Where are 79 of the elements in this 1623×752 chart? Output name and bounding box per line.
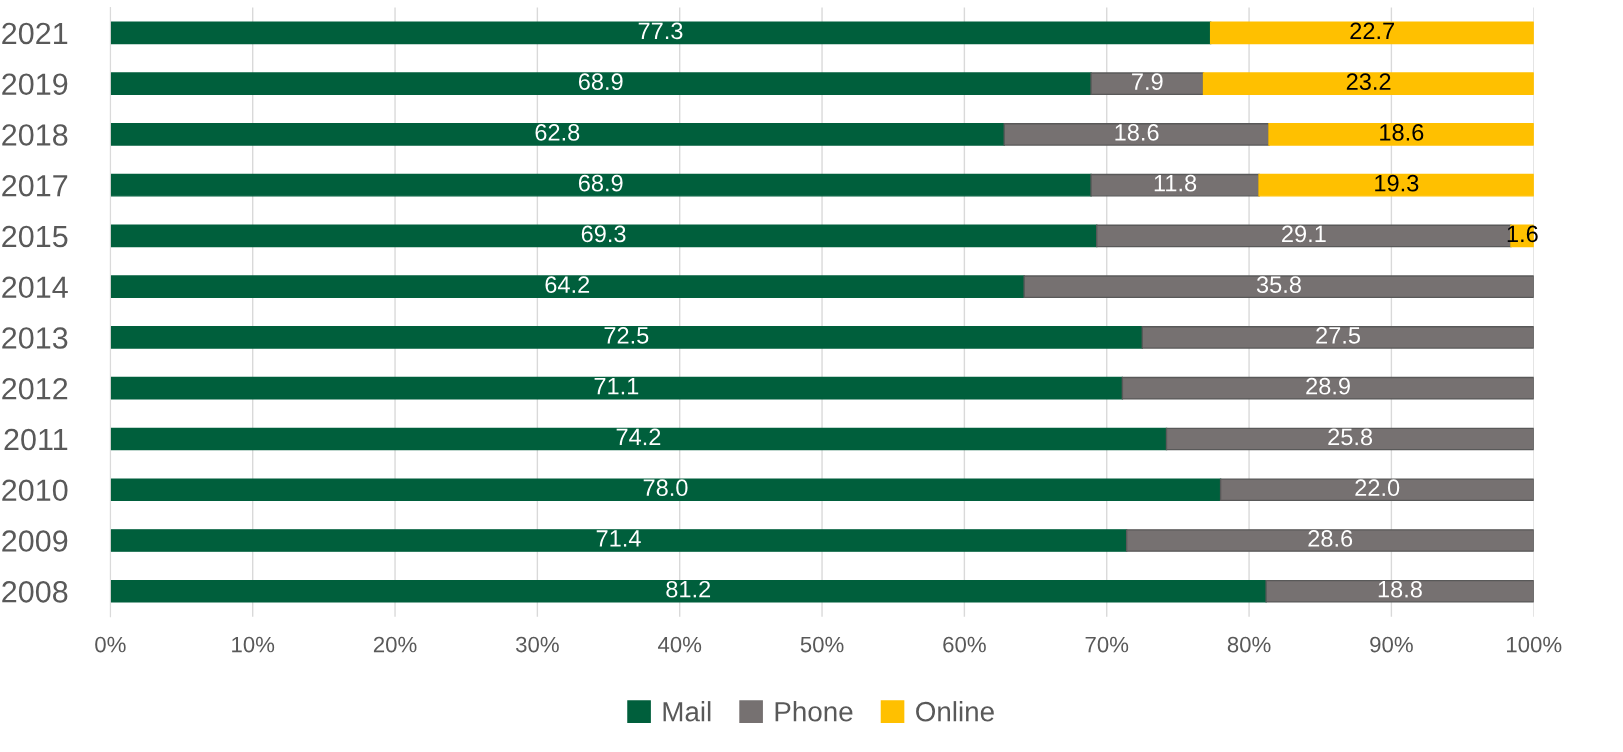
data-label: 28.6 (1308, 530, 1353, 547)
data-label: 18.6 (1380, 124, 1424, 141)
bar (110, 478, 1222, 502)
y-tick-label: 2011 (4, 428, 68, 451)
bar (1141, 326, 1534, 349)
bar (1125, 529, 1534, 552)
bar (110, 173, 1092, 197)
bar (110, 427, 1168, 451)
bar (1090, 72, 1205, 96)
data-label: 77.3 (638, 22, 683, 40)
bar (110, 72, 1092, 96)
data-label: 64.2 (545, 276, 590, 294)
bar (110, 224, 1098, 248)
data-label: 28.9 (1306, 377, 1350, 395)
data-label: 69.3 (581, 225, 626, 243)
data-label: 18.8 (1378, 580, 1422, 598)
bar (110, 529, 1128, 552)
y-tick-label: 2008 (2, 581, 68, 603)
x-tick-label: 100% (1507, 636, 1562, 653)
data-label: 74.2 (616, 428, 661, 446)
x-tick-label: 0% (95, 636, 126, 653)
x-tick-label: 30% (515, 636, 559, 653)
y-tick-label: 2021 (2, 22, 68, 45)
data-label: 35.8 (1256, 276, 1301, 294)
y-tick-label: 2009 (2, 530, 68, 552)
data-label: 71.1 (594, 378, 639, 395)
data-label: 27.5 (1316, 327, 1361, 344)
bar (1209, 21, 1534, 45)
bar (1121, 376, 1534, 400)
data-label: 29.1 (1282, 225, 1326, 243)
data-label: 72.5 (604, 327, 649, 344)
x-tick-label: 70% (1085, 636, 1129, 653)
data-label: 68.9 (578, 73, 623, 90)
legend-label: Mail (663, 701, 711, 722)
y-tick-label: 2018 (2, 124, 68, 146)
y-tick-label: 2012 (2, 377, 68, 400)
bar (110, 123, 1005, 146)
bar (1219, 478, 1534, 502)
x-tick-label: 60% (943, 636, 986, 653)
y-tick-label: 2013 (2, 327, 68, 349)
y-tick-label: 2019 (2, 73, 68, 96)
data-label: 78.0 (643, 479, 688, 497)
x-tick-label: 10% (232, 636, 275, 653)
bar (1202, 72, 1534, 96)
data-label: 7.9 (1132, 73, 1163, 90)
x-tick-label: 50% (800, 636, 844, 653)
bar (1165, 427, 1534, 451)
x-tick-label: 80% (1227, 636, 1271, 653)
data-label: 81.2 (666, 580, 711, 598)
bar (110, 376, 1124, 400)
bar (110, 326, 1144, 349)
bar (1268, 123, 1534, 146)
y-tick-label: 2014 (2, 276, 68, 299)
legend-label: Online (916, 701, 994, 722)
data-label: 22.0 (1355, 479, 1400, 497)
legend-label: Phone (775, 701, 853, 722)
data-label: 25.8 (1328, 428, 1373, 446)
y-tick-label: 2017 (2, 174, 68, 197)
bar (110, 579, 1267, 603)
data-label: 18.6 (1115, 124, 1159, 141)
data-label: 11.8 (1154, 174, 1197, 192)
x-tick-label: 40% (657, 636, 702, 653)
data-label: 22.7 (1350, 22, 1394, 40)
data-label: 19.3 (1375, 174, 1419, 192)
data-label: 62.8 (535, 124, 580, 141)
bar (1023, 275, 1534, 299)
data-label: 71.4 (596, 530, 641, 547)
data-label: 68.9 (578, 174, 623, 192)
bar (1090, 173, 1260, 197)
y-tick-label: 2015 (2, 225, 68, 248)
bar (110, 275, 1025, 299)
bar (1003, 123, 1270, 146)
x-tick-label: 20% (373, 636, 417, 653)
data-label: 23.2 (1346, 73, 1391, 90)
x-tick-label: 90% (1370, 636, 1413, 653)
bar (1265, 579, 1534, 603)
bar (1258, 173, 1534, 197)
y-tick-label: 2010 (2, 479, 68, 502)
bar (110, 21, 1212, 45)
